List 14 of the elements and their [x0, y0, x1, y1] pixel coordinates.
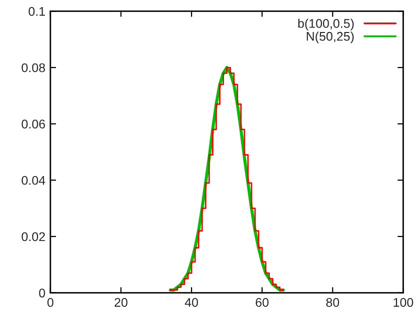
- x-tick-label: 100: [394, 298, 414, 307]
- x-tick-label: 40: [184, 298, 198, 307]
- y-tick-label: 0.06: [22, 120, 45, 128]
- x-tick-label: 20: [114, 298, 128, 307]
- y-tick-label: 0: [39, 288, 46, 298]
- x-tick-label: 0: [47, 298, 54, 307]
- y-tick-label: 0.02: [22, 232, 45, 242]
- y-tick-label: 0.08: [22, 63, 45, 72]
- x-tick-label: 80: [326, 298, 340, 307]
- legend-label: N(50,25): [306, 32, 354, 44]
- y-tick-label: 0.04: [22, 176, 46, 185]
- y-tick-label: 0.1: [28, 7, 45, 16]
- x-tick-label: 60: [256, 298, 269, 307]
- legend-label: b(100,0.5): [298, 18, 354, 30]
